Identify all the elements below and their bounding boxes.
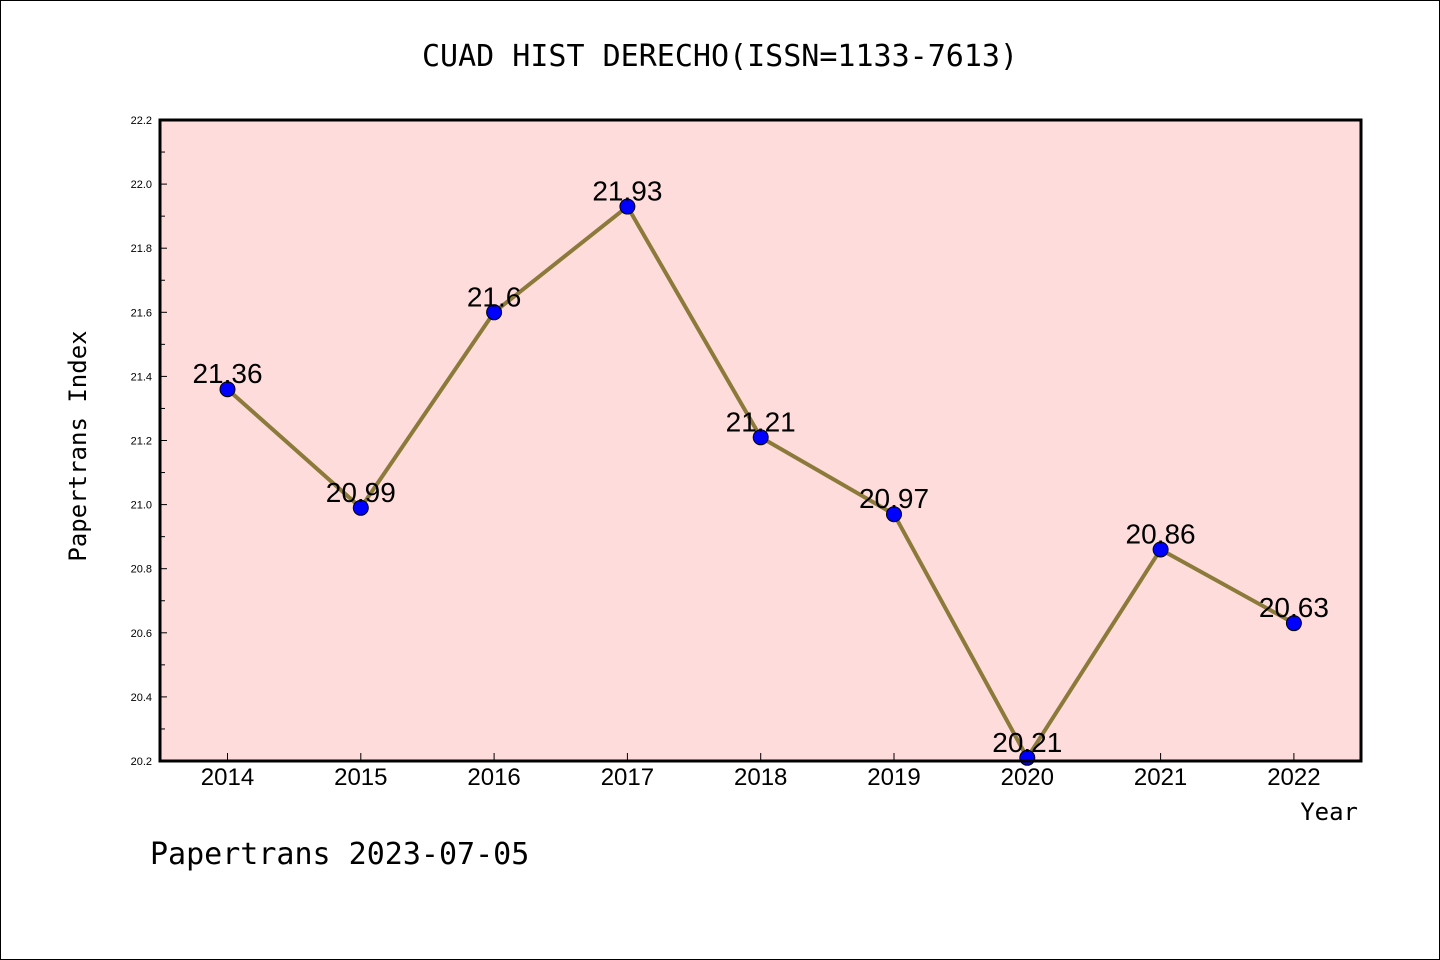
data-label: 20.99 bbox=[326, 477, 396, 508]
data-point bbox=[752, 429, 769, 446]
x-tick-label: 2019 bbox=[867, 764, 920, 791]
footer-text: Papertrans 2023-07-05 bbox=[150, 837, 529, 872]
data-point bbox=[1152, 541, 1169, 558]
x-tick-label: 2014 bbox=[201, 764, 254, 791]
x-tick-label: 2021 bbox=[1134, 764, 1187, 791]
y-axis: 20.2 20.4 20.6 20.8 21.0 21.2 21.4 21.6 21.8 22.0… bbox=[131, 115, 167, 768]
data-label: 20.86 bbox=[1126, 518, 1196, 549]
data-label: 20.63 bbox=[1259, 592, 1329, 623]
data-label: 21.93 bbox=[592, 176, 662, 207]
data-point bbox=[219, 381, 236, 398]
x-tick-label: 2015 bbox=[334, 764, 387, 791]
x-axis-label: Year bbox=[1300, 798, 1358, 826]
data-point bbox=[352, 499, 369, 516]
data-point bbox=[1285, 615, 1302, 632]
y-tick-label: 22.2 bbox=[131, 115, 152, 127]
y-tick-label: 21.8 bbox=[131, 243, 152, 255]
y-tick-label: 21.6 bbox=[131, 307, 152, 319]
data-label: 21.6 bbox=[467, 281, 522, 312]
x-tick-label: 2017 bbox=[601, 764, 654, 791]
y-tick-label: 20.4 bbox=[131, 692, 152, 704]
x-tick-label: 2020 bbox=[1001, 764, 1054, 791]
plot-border bbox=[158, 118, 1363, 763]
x-axis: 2014 2015 2016 2017 2018 2019 2020 2021 2022 bbox=[201, 753, 1321, 791]
data-label: 20.97 bbox=[859, 483, 929, 514]
data-point bbox=[886, 506, 902, 523]
y-tick-label: 20.8 bbox=[131, 564, 152, 576]
data-point bbox=[486, 304, 503, 321]
x-tick-label: 2018 bbox=[734, 764, 787, 791]
y-tick-label: 20.2 bbox=[131, 756, 152, 768]
y-tick-label: 21.2 bbox=[131, 436, 152, 448]
y-tick-label: 21.0 bbox=[131, 500, 152, 512]
y-tick-label: 20.6 bbox=[131, 628, 152, 640]
y-tick-label: 21.4 bbox=[131, 371, 152, 383]
x-tick-label: 2022 bbox=[1267, 764, 1320, 791]
x-tick-label: 2016 bbox=[467, 764, 520, 791]
data-label: 21.36 bbox=[192, 358, 262, 389]
y-tick-label: 22.0 bbox=[131, 179, 152, 191]
data-label: 20.21 bbox=[992, 727, 1062, 758]
data-label: 21.21 bbox=[726, 406, 796, 437]
data-labels: 21.36 20.99 21.6 21.93 21.21 20.97 20.21 20.86 2… bbox=[192, 176, 1328, 758]
chart-title: CUAD HIST DERECHO(ISSN=1133-7613) bbox=[422, 39, 1018, 74]
data-point bbox=[619, 198, 636, 215]
y-axis-label: Papertrans Index bbox=[64, 330, 92, 561]
